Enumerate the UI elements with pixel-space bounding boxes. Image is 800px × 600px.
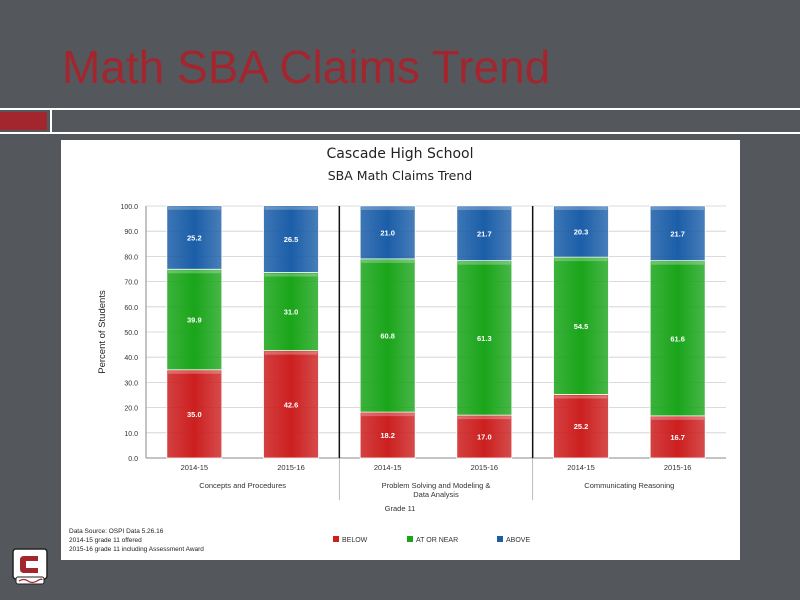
bar-segment-below: [456, 414, 513, 459]
bar-segment-below: [263, 350, 319, 459]
bar-segment-below: [166, 369, 223, 459]
x-tick-label: 2015-16: [277, 463, 305, 472]
bar-bevel: [167, 206, 221, 210]
y-tick-label: 30.0: [124, 380, 138, 387]
title-rule-bottom: [0, 132, 800, 134]
x-group-label: Problem Solving and Modeling &: [382, 481, 491, 490]
y-tick-label: 50.0: [124, 330, 138, 337]
y-tick-label: 40.0: [124, 355, 138, 362]
data-label: 25.2: [187, 234, 202, 243]
y-axis-label: Percent of Students: [97, 290, 108, 374]
y-tick-label: 10.0: [124, 431, 138, 438]
bar-segment-above: [359, 205, 416, 260]
y-tick-label: 100.0: [120, 204, 138, 211]
bar-segment-above: [456, 205, 513, 262]
bar-segment-below: [649, 415, 706, 459]
x-tick-label: 2015-16: [664, 463, 692, 472]
chart-subtitle: SBA Math Claims Trend: [328, 168, 472, 183]
bar-segment-at-or-near: [553, 256, 609, 395]
bar-bevel: [554, 207, 608, 210]
accent-block: [0, 112, 47, 130]
y-tick-label: 90.0: [124, 229, 138, 236]
data-label: 21.7: [670, 229, 685, 238]
legend-label: BELOW: [342, 537, 368, 544]
y-tick-label: 60.0: [124, 305, 138, 312]
bar-bevel: [264, 273, 318, 277]
bar-bevel: [457, 416, 511, 420]
bar-bevel: [361, 207, 415, 210]
data-label: 17.0: [477, 433, 492, 442]
bar-bevel: [167, 270, 221, 274]
data-label: 61.3: [477, 334, 492, 343]
x-group-label: Data Analysis: [413, 490, 459, 499]
school-logo-icon: [12, 548, 48, 585]
bar-segment-at-or-near: [359, 258, 416, 413]
bar-bevel: [264, 351, 318, 355]
bar-segment-below: [553, 394, 609, 459]
bar-bevel: [457, 261, 511, 265]
legend-swatch: [333, 536, 339, 542]
bar-bevel: [651, 207, 705, 210]
data-label: 31.0: [284, 308, 299, 317]
y-tick-label: 70.0: [124, 280, 138, 287]
data-label: 42.6: [284, 400, 299, 409]
data-label: 61.6: [670, 334, 685, 343]
bar-segment-above: [553, 205, 609, 258]
title-rule-top: [0, 108, 800, 110]
bar-bevel: [167, 370, 221, 374]
footnote-line: Data Source: OSPI Data 5.26.16: [69, 528, 164, 535]
slide-title: Math SBA Claims Trend: [62, 41, 551, 93]
bar-segment-at-or-near: [166, 268, 223, 371]
bar-bevel: [554, 258, 608, 262]
legend-label: AT OR NEAR: [416, 537, 458, 544]
x-tick-label: 2014-15: [374, 463, 402, 472]
y-tick-label: 0.0: [128, 456, 138, 463]
data-label: 39.9: [187, 316, 202, 325]
data-label: 21.0: [380, 228, 395, 237]
bar-segment-above: [166, 205, 223, 270]
accent-divider: [50, 110, 52, 132]
bar-segment-at-or-near: [649, 260, 706, 417]
data-label: 16.7: [670, 433, 685, 442]
footnote-line: 2014-15 grade 11 offered: [69, 537, 142, 544]
chart-title: Cascade High School: [327, 146, 474, 162]
data-label: 35.0: [187, 410, 202, 419]
x-tick-label: 2014-15: [567, 463, 595, 472]
stacked-bar-chart: Cascade High School SBA Math Claims Trend…: [69, 146, 726, 553]
bar-segment-above: [649, 205, 706, 262]
data-label: 18.2: [380, 431, 395, 440]
data-label: 21.7: [477, 229, 492, 238]
chart-panel: Cascade High School SBA Math Claims Trend…: [61, 140, 740, 560]
data-label: 54.5: [574, 322, 589, 331]
bar-bevel: [651, 261, 705, 265]
legend-label: ABOVE: [506, 537, 530, 544]
y-tick-label: 80.0: [124, 254, 138, 261]
x-tick-label: 2015-16: [471, 463, 499, 472]
bar-bevel: [361, 413, 415, 417]
bar-segment-below: [359, 411, 416, 459]
legend-swatch: [407, 536, 413, 542]
x-tick-label: 2014-15: [181, 463, 209, 472]
data-label: 60.8: [380, 332, 395, 341]
bar-bevel: [264, 206, 318, 210]
x-axis-label: Grade 11: [385, 504, 416, 513]
x-group-label: Concepts and Procedures: [199, 481, 286, 490]
legend-swatch: [497, 536, 503, 542]
data-label: 26.5: [284, 235, 299, 244]
bar-bevel: [361, 259, 415, 263]
data-label: 20.3: [574, 228, 589, 237]
bar-bevel: [554, 395, 608, 399]
bar-bevel: [457, 207, 511, 210]
bar-segment-at-or-near: [263, 272, 319, 352]
bar-segment-above: [263, 205, 319, 273]
bar-bevel: [651, 416, 705, 420]
x-group-label: Communicating Reasoning: [584, 481, 674, 490]
footnote-line: 2015-16 grade 11 including Assessment Aw…: [69, 546, 204, 553]
y-tick-label: 20.0: [124, 406, 138, 413]
data-label: 25.2: [574, 422, 589, 431]
